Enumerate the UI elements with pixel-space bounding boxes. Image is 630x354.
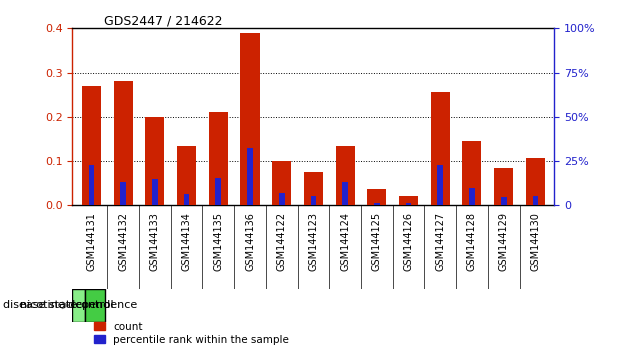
Text: nicotine dependence: nicotine dependence — [20, 300, 137, 310]
Bar — [184, 194, 190, 205]
Bar — [406, 203, 411, 205]
Text: GSM144127: GSM144127 — [435, 212, 445, 271]
Bar — [272, 161, 291, 205]
Bar — [336, 147, 355, 205]
Bar — [374, 203, 380, 205]
Text: GSM144122: GSM144122 — [277, 212, 287, 271]
Bar — [89, 165, 94, 205]
Bar — [152, 179, 158, 205]
Bar — [311, 195, 316, 205]
Bar — [469, 188, 475, 205]
Bar — [399, 196, 418, 205]
Bar — [437, 166, 443, 205]
Bar — [494, 168, 513, 205]
Bar — [367, 188, 386, 205]
Text: GSM144124: GSM144124 — [340, 212, 350, 271]
Text: GSM144136: GSM144136 — [245, 212, 255, 271]
Bar — [279, 193, 285, 205]
Text: GSM144128: GSM144128 — [467, 212, 477, 271]
Text: GDS2447 / 214622: GDS2447 / 214622 — [104, 14, 222, 27]
Text: control: control — [76, 300, 114, 310]
Text: GSM144133: GSM144133 — [150, 212, 160, 271]
Bar — [532, 195, 538, 205]
Bar — [247, 148, 253, 205]
Text: disease state: disease state — [3, 300, 77, 310]
Text: GSM144131: GSM144131 — [86, 212, 96, 271]
Bar — [113, 81, 133, 205]
Bar — [82, 86, 101, 205]
Text: GSM144134: GSM144134 — [181, 212, 192, 271]
Bar — [85, 289, 105, 322]
Bar — [526, 158, 545, 205]
Text: GSM144125: GSM144125 — [372, 212, 382, 271]
Bar — [304, 172, 323, 205]
Text: GSM144130: GSM144130 — [530, 212, 541, 271]
Text: GSM144123: GSM144123 — [309, 212, 318, 271]
Bar — [120, 182, 126, 205]
Bar — [215, 178, 221, 205]
Bar — [431, 92, 450, 205]
Bar — [146, 117, 164, 205]
Bar — [177, 147, 196, 205]
Bar — [462, 141, 481, 205]
Bar — [501, 198, 507, 205]
Bar — [342, 182, 348, 205]
Text: GSM144126: GSM144126 — [404, 212, 413, 271]
Text: GSM144135: GSM144135 — [214, 212, 223, 271]
Text: GSM144129: GSM144129 — [499, 212, 508, 271]
Bar — [241, 33, 260, 205]
Legend: count, percentile rank within the sample: count, percentile rank within the sample — [90, 317, 293, 349]
Text: GSM144132: GSM144132 — [118, 212, 128, 271]
Bar — [209, 113, 228, 205]
Bar — [72, 289, 85, 322]
